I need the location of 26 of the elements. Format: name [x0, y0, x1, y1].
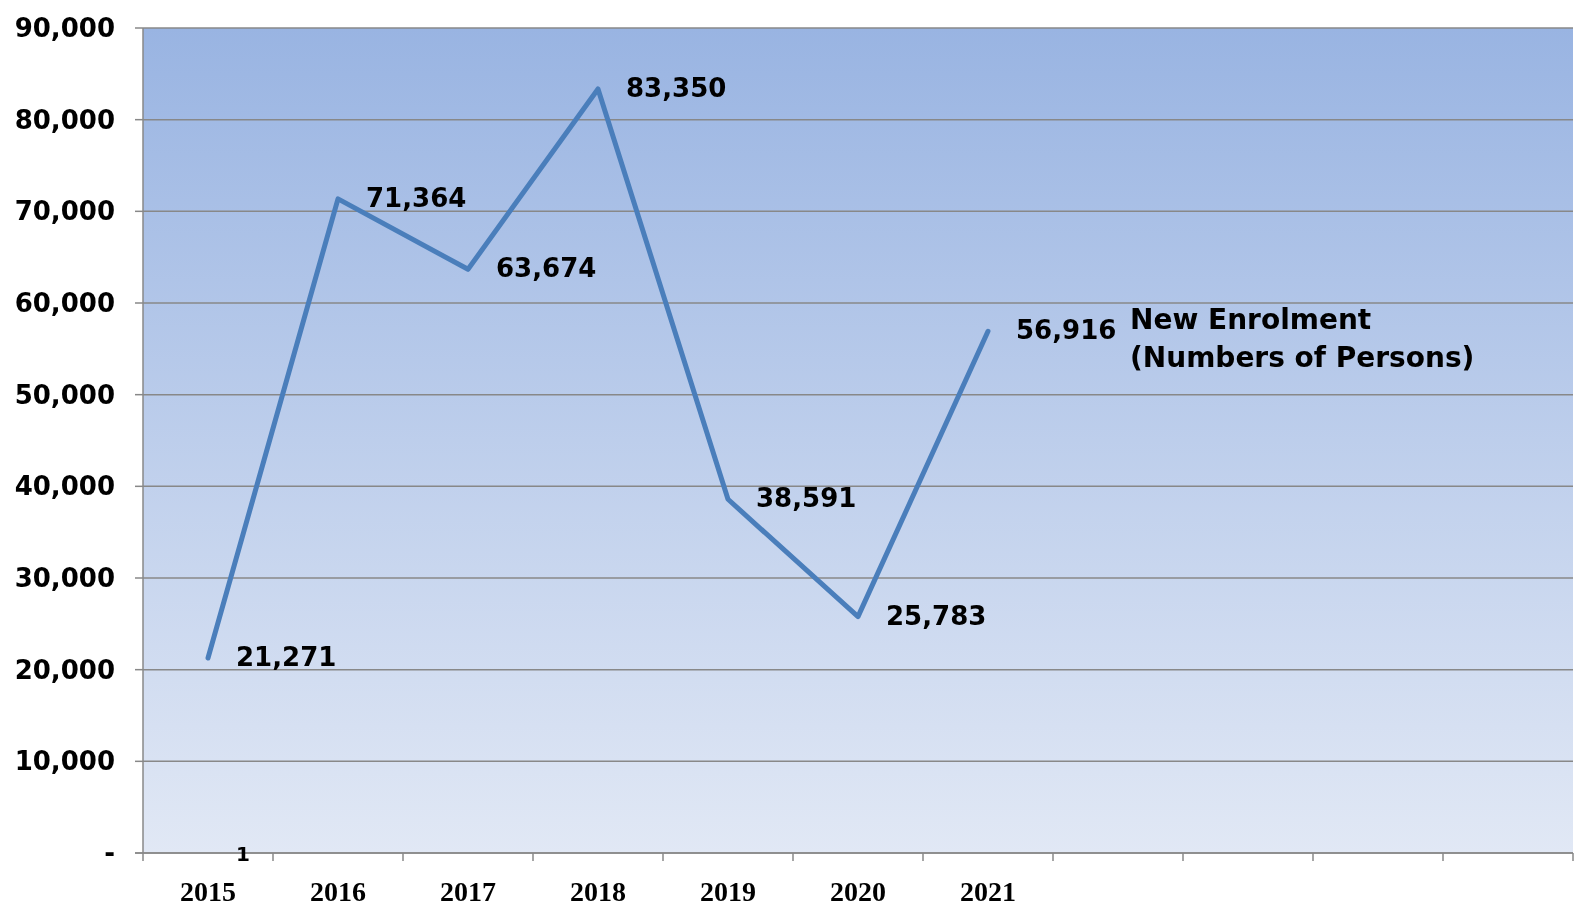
y-tick-label: 30,000: [14, 563, 115, 593]
data-label: 25,783: [886, 600, 987, 631]
data-label: 63,674: [496, 253, 597, 284]
data-label: 71,364: [366, 182, 467, 213]
y-tick-label: -: [104, 838, 115, 868]
annotation: 1: [236, 842, 250, 866]
x-tick-label: 2015: [180, 876, 236, 907]
data-label: 56,916: [1016, 315, 1117, 346]
x-tick-label: 2018: [570, 876, 626, 907]
y-tick-label: 50,000: [14, 379, 115, 410]
x-tick-label: 2017: [440, 876, 496, 907]
y-tick-label: 40,000: [14, 471, 115, 502]
data-label: 21,271: [236, 642, 337, 673]
x-tick-label: 2019: [700, 876, 756, 907]
text: New Enrolment (Numbers of Persons): [1130, 303, 1475, 375]
y-tick-label: 80,000: [14, 104, 115, 135]
x-tick-label: 2020: [830, 876, 886, 907]
data-label: 83,350: [626, 72, 727, 103]
x-tick-label: 2016: [310, 876, 366, 907]
y-tick-label: 70,000: [14, 196, 115, 227]
y-tick-label: 90,000: [14, 13, 115, 43]
y-tick-label: 20,000: [14, 654, 115, 685]
x-tick-label: 2021: [960, 876, 1016, 907]
y-tick-label: 10,000: [14, 746, 115, 777]
data-label: 38,591: [756, 483, 857, 514]
y-tick-label: 60,000: [14, 288, 115, 318]
